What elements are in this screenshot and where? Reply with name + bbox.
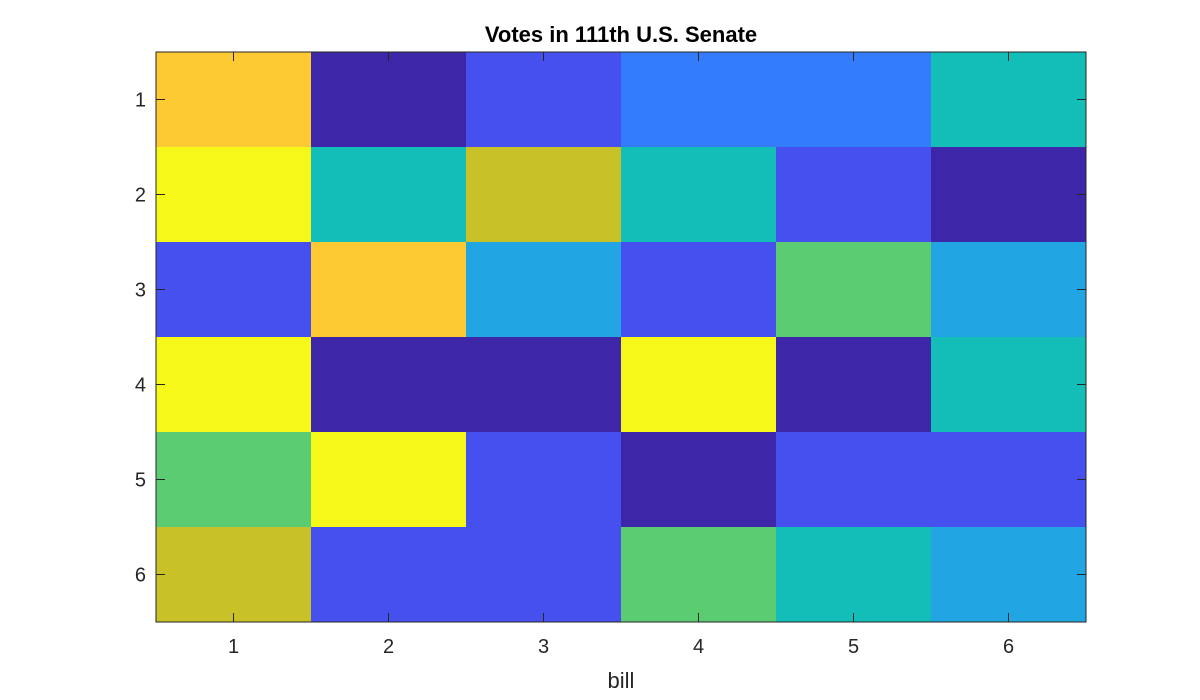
heatmap-cell-r2-c1 <box>156 147 312 243</box>
x-tick-labels: 1 2 3 4 5 6 <box>228 636 1014 658</box>
heatmap-cell-r6-c5 <box>776 527 932 623</box>
heatmap-cell-r3-c1 <box>156 242 312 338</box>
heatmap-cell-r5-c1 <box>156 432 312 528</box>
x-tick-label: 1 <box>228 636 239 658</box>
heatmap-cell-r6-c6 <box>931 527 1087 623</box>
heatmap-cell-r3-c6 <box>931 242 1087 338</box>
x-tick-label: 6 <box>1003 636 1014 658</box>
heatmap-cell-r3-c4 <box>621 242 777 338</box>
heatmap-cell-r1-c4 <box>621 52 777 148</box>
heatmap-cell-r4-c6 <box>931 337 1087 433</box>
x-tick-label: 3 <box>538 636 549 658</box>
axis-ticks <box>156 52 1086 622</box>
heatmap-cell-r2-c5 <box>776 147 932 243</box>
heatmap-cell-r1-c2 <box>311 52 467 148</box>
heatmap-cell-r2-c4 <box>621 147 777 243</box>
heatmap-cell-r3-c2 <box>311 242 467 338</box>
heatmap-cell-r4-c2 <box>311 337 467 433</box>
heatmap-cells <box>156 52 1087 623</box>
heatmap-cell-r6-c2 <box>311 527 467 623</box>
heatmap-cell-r2-c6 <box>931 147 1087 243</box>
heatmap-cell-r4-c5 <box>776 337 932 433</box>
heatmap-cell-r1-c6 <box>931 52 1087 148</box>
y-tick-label: 4 <box>135 375 146 397</box>
heatmap-cell-r5-c4 <box>621 432 777 528</box>
heatmap-cell-r5-c6 <box>931 432 1087 528</box>
heatmap-cell-r4-c1 <box>156 337 312 433</box>
y-tick-label: 2 <box>135 185 146 207</box>
heatmap-cell-r1-c1 <box>156 52 312 148</box>
heatmap-cell-r4-c4 <box>621 337 777 433</box>
heatmap-cell-r4-c3 <box>466 337 622 433</box>
y-tick-label: 1 <box>135 90 146 112</box>
y-tick-label: 3 <box>135 280 146 302</box>
heatmap-cell-r5-c2 <box>311 432 467 528</box>
x-tick-label: 5 <box>848 636 859 658</box>
heatmap-cell-r6-c3 <box>466 527 622 623</box>
heatmap-cell-r6-c1 <box>156 527 312 623</box>
chart-title: Votes in 111th U.S. Senate <box>485 22 757 47</box>
heatmap-cell-r1-c3 <box>466 52 622 148</box>
y-tick-label: 6 <box>135 565 146 587</box>
heatmap-cell-r2-c3 <box>466 147 622 243</box>
heatmap-cell-r6-c4 <box>621 527 777 623</box>
x-tick-label: 4 <box>693 636 704 658</box>
plot-frame <box>155 51 1087 623</box>
x-axis-label: bill <box>608 668 635 693</box>
heatmap-cell-r1-c5 <box>776 52 932 148</box>
heatmap-cell-r5-c5 <box>776 432 932 528</box>
y-tick-label: 5 <box>135 470 146 492</box>
y-tick-labels: 1 2 3 4 5 6 <box>135 90 146 587</box>
heatmap-cell-r3-c5 <box>776 242 932 338</box>
heatmap-cell-r3-c3 <box>466 242 622 338</box>
heatmap-cell-r5-c3 <box>466 432 622 528</box>
x-tick-label: 2 <box>383 636 394 658</box>
heatmap-cell-r2-c2 <box>311 147 467 243</box>
